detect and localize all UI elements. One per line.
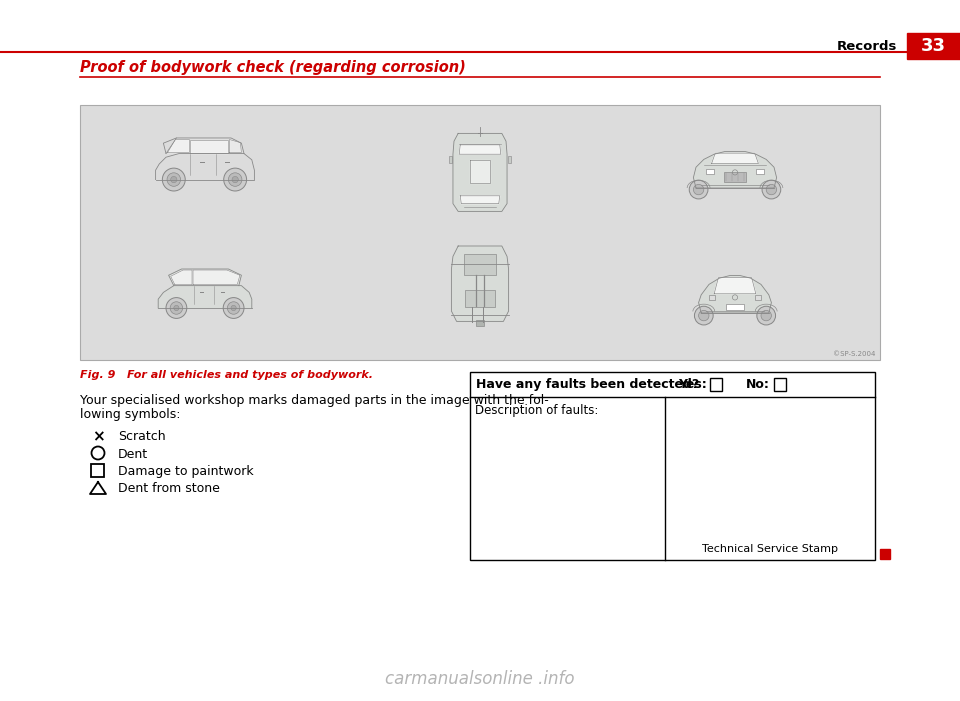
- Bar: [880, 549, 890, 559]
- Polygon shape: [699, 275, 772, 313]
- Polygon shape: [476, 320, 484, 325]
- Polygon shape: [459, 145, 501, 154]
- Bar: [709, 295, 715, 300]
- Polygon shape: [168, 139, 189, 153]
- Polygon shape: [466, 290, 494, 307]
- Text: Have any faults been detected?: Have any faults been detected?: [476, 378, 699, 391]
- Circle shape: [223, 298, 244, 318]
- Text: Proof of bodywork check (regarding corrosion): Proof of bodywork check (regarding corro…: [80, 60, 466, 75]
- Circle shape: [699, 311, 709, 321]
- Text: Your specialised workshop marks damaged parts in the image with the fol-: Your specialised workshop marks damaged …: [80, 394, 549, 407]
- Text: ©SP-S.2004: ©SP-S.2004: [832, 351, 875, 357]
- Polygon shape: [465, 254, 495, 275]
- Circle shape: [174, 306, 179, 311]
- Circle shape: [170, 301, 182, 314]
- Bar: [724, 172, 747, 182]
- Polygon shape: [714, 278, 756, 294]
- Text: 33: 33: [921, 37, 946, 55]
- Text: ×: ×: [91, 430, 105, 444]
- Polygon shape: [453, 133, 507, 212]
- Bar: [710, 378, 722, 390]
- Bar: [470, 372, 875, 560]
- Polygon shape: [469, 161, 491, 183]
- Polygon shape: [190, 139, 228, 153]
- Text: Description of faults:: Description of faults:: [475, 404, 598, 417]
- Text: Scratch: Scratch: [118, 430, 166, 444]
- Text: Yes:: Yes:: [678, 378, 707, 391]
- Circle shape: [761, 311, 772, 321]
- Polygon shape: [448, 156, 452, 163]
- Bar: [726, 304, 744, 311]
- Text: carmanualsonline .info: carmanualsonline .info: [385, 670, 575, 688]
- Circle shape: [689, 180, 708, 199]
- Text: Dent from stone: Dent from stone: [118, 482, 220, 494]
- Bar: [707, 169, 713, 174]
- Polygon shape: [711, 153, 758, 163]
- Polygon shape: [693, 151, 777, 188]
- Polygon shape: [451, 246, 509, 321]
- Polygon shape: [169, 269, 241, 285]
- Circle shape: [694, 306, 713, 325]
- Text: No:: No:: [746, 378, 770, 391]
- Circle shape: [228, 173, 242, 186]
- Circle shape: [693, 184, 704, 195]
- Circle shape: [756, 306, 776, 325]
- Polygon shape: [508, 156, 512, 163]
- Polygon shape: [193, 270, 240, 285]
- Circle shape: [224, 168, 247, 191]
- Text: Damage to paintwork: Damage to paintwork: [118, 465, 253, 477]
- Text: lowing symbols:: lowing symbols:: [80, 408, 180, 421]
- Bar: [755, 295, 761, 300]
- Circle shape: [766, 184, 777, 195]
- Circle shape: [228, 301, 240, 314]
- Bar: [907, 33, 960, 59]
- Text: Technical Service Stamp: Technical Service Stamp: [702, 544, 838, 554]
- Text: Records: Records: [836, 39, 897, 53]
- Bar: [80, 105, 880, 360]
- Circle shape: [162, 168, 185, 191]
- Circle shape: [167, 173, 180, 186]
- Text: Fig. 9   For all vehicles and types of bodywork.: Fig. 9 For all vehicles and types of bod…: [80, 370, 373, 380]
- Polygon shape: [158, 285, 252, 308]
- Circle shape: [171, 177, 177, 183]
- Text: Dent: Dent: [118, 447, 148, 461]
- Bar: [91, 464, 104, 477]
- Circle shape: [232, 177, 238, 183]
- Bar: [774, 378, 786, 390]
- Bar: [756, 169, 763, 174]
- Polygon shape: [229, 139, 241, 153]
- Circle shape: [166, 298, 187, 318]
- Polygon shape: [171, 270, 192, 285]
- Circle shape: [231, 306, 236, 311]
- Polygon shape: [460, 196, 500, 203]
- Circle shape: [762, 180, 780, 199]
